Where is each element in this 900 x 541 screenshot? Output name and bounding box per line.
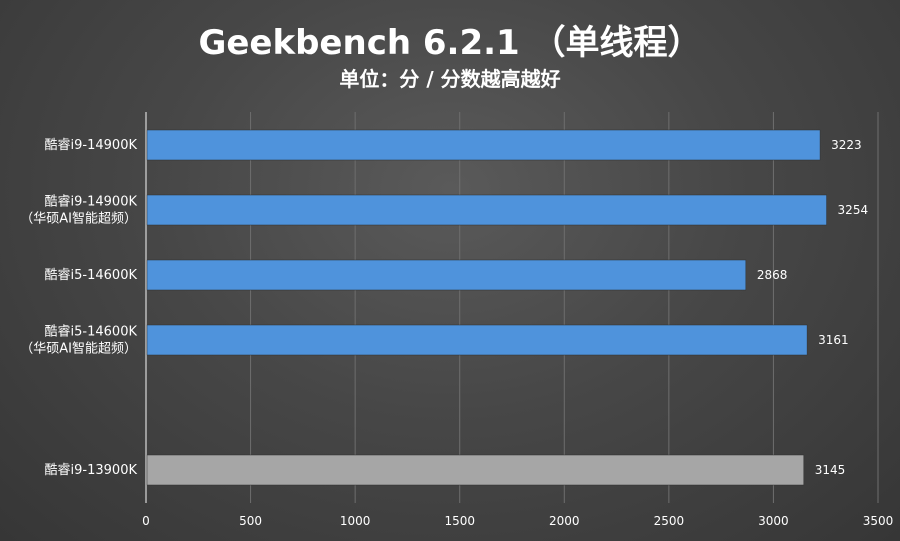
x-tick-label: 500 [239,514,262,528]
bar [146,194,827,226]
data-label: 3254 [838,203,869,217]
x-tick-label: 2000 [549,514,580,528]
chart-title: Geekbench 6.2.1 （单线程） [198,23,701,63]
bar [146,259,747,291]
data-label: 3145 [815,463,846,477]
x-tick-label: 3000 [758,514,789,528]
category-label: （华硕AI智能超频） [20,342,137,357]
category-label: 酷睿i9-13900K [45,463,138,478]
bar [146,129,821,161]
category-label: 酷睿i5-14600K [45,325,138,340]
category-labels: 酷睿i9-14900K 酷睿i9-14900K （华硕AI智能超频） 酷睿i5-146… [20,138,137,478]
grid-lines [145,112,879,503]
bars: 3223 3254 2868 3161 3145 [146,129,869,486]
x-axis-ticks: 0 500 1000 1500 2000 2500 3000 3500 [142,514,893,528]
data-label: 2868 [757,268,788,282]
x-tick-label: 2500 [654,514,685,528]
bar [146,324,808,356]
x-tick-label: 1500 [444,514,475,528]
chart-subtitle: 单位：分 / 分数越高越好 [339,67,560,91]
data-label: 3161 [818,333,849,347]
x-tick-label: 1000 [340,514,371,528]
category-label: 酷睿i9-14900K [45,138,138,153]
x-tick-label: 0 [142,514,150,528]
bar [146,454,805,486]
category-label: 酷睿i9-14900K [45,195,138,210]
category-label: （华硕AI智能超频） [20,212,137,227]
x-tick-label: 3500 [863,514,894,528]
data-label: 3223 [831,138,862,152]
category-label: 酷睿i5-14600K [45,268,138,283]
